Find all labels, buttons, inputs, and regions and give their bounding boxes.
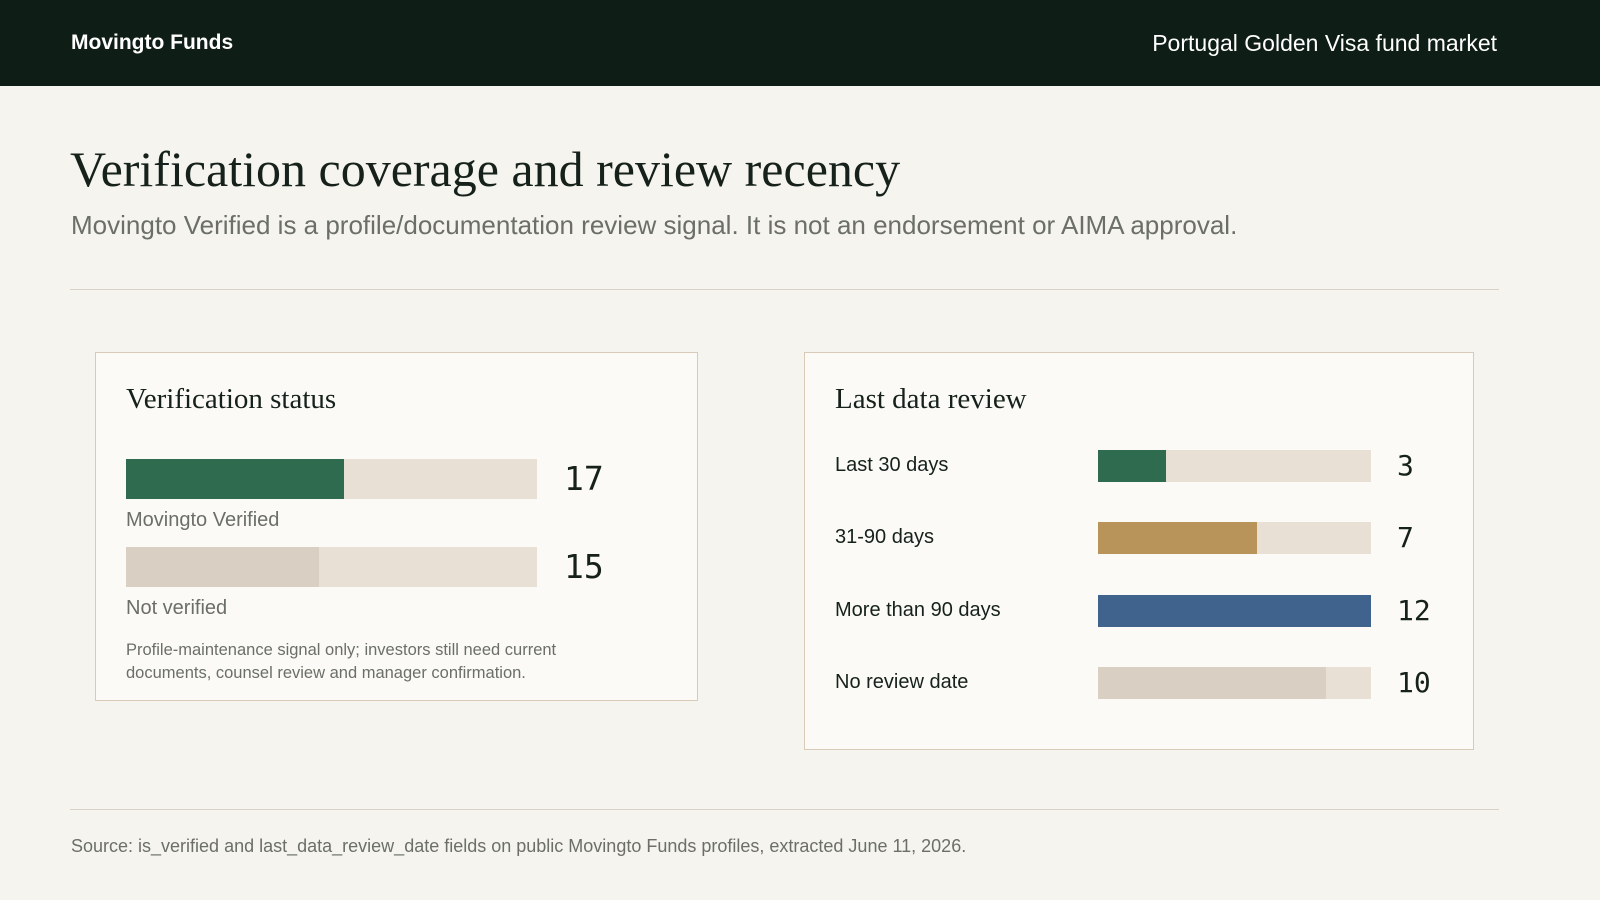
value-label: 17 xyxy=(564,458,604,498)
bar xyxy=(1098,667,1326,699)
chart-panel: Verification status 17 Movingto Verified 15… xyxy=(95,352,698,701)
bar xyxy=(1098,595,1371,627)
header-bar: Movingto Funds Portugal Golden Visa fund… xyxy=(0,0,1600,86)
panel-title: Last data review xyxy=(835,383,1027,415)
bar xyxy=(126,547,319,587)
bar xyxy=(1098,522,1258,554)
category-label: 31-90 days xyxy=(835,526,934,548)
panel-note: Profile-maintenance signal only; investo… xyxy=(126,641,557,682)
bar xyxy=(1098,450,1167,482)
category-label: Last 30 days xyxy=(835,454,949,476)
category-label: Movingto Verified xyxy=(126,509,280,531)
section-label: Portugal Golden Visa fund market xyxy=(1152,30,1497,56)
page-title: Verification coverage and review recency xyxy=(70,141,901,197)
value-label: 12 xyxy=(1397,593,1431,627)
bar xyxy=(126,459,345,499)
divider xyxy=(70,289,1499,290)
value-label: 10 xyxy=(1397,665,1431,699)
page-subtitle: Movingto Verified is a profile/documenta… xyxy=(71,210,1238,240)
chart-panel: Last data review 3 Last 30 days 7 31-90 days… xyxy=(804,352,1474,750)
value-label: 15 xyxy=(564,546,604,586)
brand: Movingto Funds xyxy=(71,31,234,54)
value-label: 3 xyxy=(1397,448,1414,482)
value-label: 7 xyxy=(1397,520,1414,554)
category-label: Not verified xyxy=(126,597,228,619)
category-label: No review date xyxy=(835,671,969,693)
panel-title: Verification status xyxy=(126,383,337,415)
source-note: Source: is_verified and last_data_review… xyxy=(71,836,967,856)
divider xyxy=(70,809,1499,810)
category-label: More than 90 days xyxy=(835,599,1001,621)
